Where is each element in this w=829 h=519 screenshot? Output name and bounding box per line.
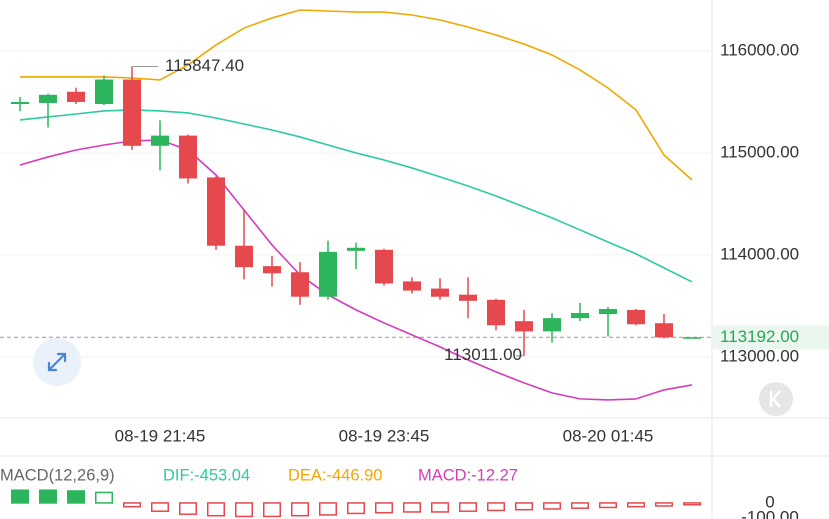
candle-body [123, 79, 141, 146]
candle-body [543, 318, 561, 332]
candle-body [151, 135, 169, 146]
y-tick-label: 116000.00 [720, 40, 799, 59]
candle-body [95, 79, 113, 105]
macd-area [11, 489, 701, 518]
candle-body [375, 249, 393, 284]
annotation-label: 113011.00 [444, 345, 522, 364]
macd-bar [599, 502, 617, 509]
y-tick-label: 114000.00 [720, 244, 799, 263]
candle-body [403, 281, 421, 291]
macd-bar [123, 502, 141, 508]
macd-bar [683, 502, 701, 506]
candle-body [207, 177, 225, 246]
candle-body [39, 94, 57, 103]
candle-body [655, 323, 673, 338]
macd-bar [291, 502, 309, 517]
macd-bar [207, 502, 225, 517]
macd-bar [627, 502, 645, 508]
y-tick-label: -100.00 [741, 507, 799, 519]
candle-body [263, 266, 281, 274]
macd-bar [39, 489, 57, 504]
labels: 113000.00 114000.00 115000.00 116000.00 08-1… [0, 40, 829, 519]
macd-bar [179, 502, 197, 515]
candle-body [11, 101, 29, 105]
band-line [19, 139, 693, 401]
macd-bar [235, 502, 253, 518]
candle-body [319, 251, 337, 297]
macd-bar [263, 502, 281, 518]
candle-body [571, 313, 589, 319]
candle-body [67, 91, 85, 102]
macd-bar [95, 491, 113, 504]
macd-bar [571, 502, 589, 509]
plot-area [11, 9, 701, 401]
macd-bar [375, 502, 393, 514]
x-tick-label: 08-19 23:45 [339, 426, 430, 445]
macd-bar [655, 502, 673, 507]
candle-body [179, 135, 197, 179]
macd-bar [543, 502, 561, 510]
candle-body [291, 272, 309, 297]
legend-entry: DEA:-446.90 [288, 466, 382, 484]
candle-body [627, 309, 645, 325]
macd-bar [11, 489, 29, 504]
candle-body [683, 337, 701, 339]
candle-body [459, 294, 477, 301]
macd-bar [515, 502, 533, 511]
candle-body [599, 308, 617, 315]
x-tick-label: 08-20 01:45 [563, 426, 654, 445]
band-line [20, 9, 693, 181]
last-price-tag [713, 325, 829, 350]
macd-bar [67, 490, 85, 504]
y-tick-label: 0 [765, 492, 774, 511]
candle-body [515, 321, 533, 332]
expand-button[interactable] [33, 338, 81, 386]
candle-body [431, 288, 449, 297]
macd-bar [459, 502, 477, 512]
candle-body [235, 245, 253, 268]
macd-bar [431, 502, 449, 513]
macd-bar [487, 502, 505, 512]
legend-entry: DIF:-453.04 [163, 466, 250, 484]
macd-bar [151, 502, 169, 512]
macd-bar [319, 502, 337, 516]
y-tick-label: 113000.00 [720, 346, 799, 365]
indicator-title: MACD(12,26,9) [0, 466, 115, 484]
macd-bar [347, 502, 365, 515]
legend-entry: MACD:-12.27 [418, 466, 518, 484]
x-tick-label: 08-19 21:45 [115, 426, 206, 445]
macd-bar [403, 502, 421, 513]
y-tick-label: 115000.00 [720, 142, 799, 161]
annotation-label: 115847.40 [165, 56, 244, 75]
scroll-latest-button[interactable] [759, 382, 793, 416]
last-price-label: 113192.00 [720, 327, 799, 346]
candle-body [487, 299, 505, 326]
candle-body [347, 247, 365, 251]
